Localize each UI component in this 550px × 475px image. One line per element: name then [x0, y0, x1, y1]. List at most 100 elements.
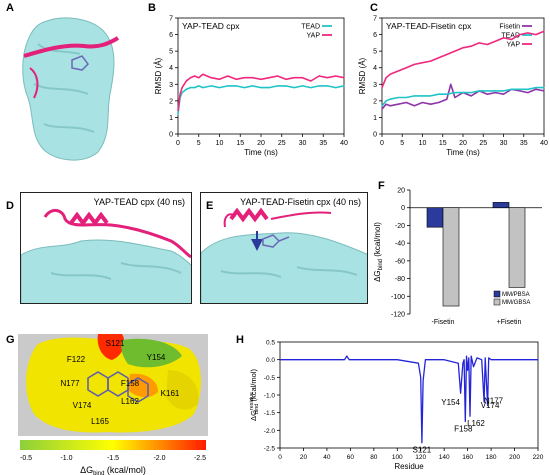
- data-point: [430, 60, 432, 62]
- data-point: [438, 101, 440, 104]
- data-point: [405, 67, 407, 69]
- x-tick-label: 5: [197, 140, 201, 147]
- data-point: [293, 77, 295, 79]
- data-point: [413, 105, 415, 107]
- panel-a-structure-image: [22, 17, 120, 161]
- data-point: [421, 95, 424, 97]
- annotation-y154: Y154: [441, 398, 460, 407]
- data-point: [202, 73, 204, 75]
- data-point: [454, 50, 456, 52]
- chart-f-binding-energy: 20 0 -20 -40 -60 -80 -100 -120 ΔGbind (kcal/mol)…: [373, 188, 542, 326]
- colorbar-tick-label: -1.5: [107, 455, 119, 462]
- x-tick-label: 35: [319, 140, 327, 147]
- data-point: [293, 87, 295, 89]
- y-tick-label: 4: [169, 65, 173, 72]
- series-line-residue-energy: [280, 355, 538, 444]
- x-tick-label: 15: [236, 140, 244, 147]
- data-point: [397, 103, 399, 105]
- residue-label-l162: L162: [121, 397, 139, 406]
- data-point: [179, 93, 181, 95]
- data-point: [421, 101, 424, 104]
- x-tick-label: 30: [500, 140, 508, 147]
- data-point: [389, 98, 391, 100]
- y-tick-label: 0: [373, 132, 377, 139]
- residue-label-f158: F158: [121, 379, 140, 388]
- data-point: [543, 90, 545, 92]
- data-point: [343, 85, 345, 87]
- x-axis-label: Time (ns): [244, 148, 278, 157]
- data-point: [535, 87, 537, 89]
- data-point: [478, 42, 480, 44]
- data-point: [285, 85, 287, 87]
- data-point: [343, 77, 345, 79]
- data-point: [438, 57, 440, 59]
- data-point: [519, 88, 521, 90]
- panel-label-g: G: [6, 334, 15, 346]
- y-tick-label: 2: [373, 98, 377, 105]
- y-axis-label: ΔGbind (kcal/mol): [373, 222, 384, 282]
- y-tick-label: -0.5: [264, 375, 276, 382]
- x-tick-label: 220: [533, 454, 544, 461]
- residue-label-y154: Y154: [147, 353, 166, 362]
- y-axis-label: RMSD (Å): [154, 57, 163, 94]
- panel-d-structure: YAP-TEAD cpx (40 ns): [20, 192, 192, 304]
- x-tick-label: 5: [400, 140, 404, 147]
- panel-label-a: A: [6, 2, 14, 14]
- y-tick-label: -100: [391, 294, 405, 301]
- y-tick-label: -2.5: [264, 446, 276, 453]
- colorbar-tick-label: -2.0: [153, 455, 165, 462]
- chart-title: YAP-TEAD cpx: [182, 21, 240, 31]
- x-tick-label: 200: [509, 454, 520, 461]
- colorbar-tick-label: -0.5: [20, 455, 32, 462]
- data-point: [470, 45, 472, 47]
- residue-label-n177: N177: [60, 379, 80, 388]
- legend-entry: YAP: [307, 33, 321, 40]
- data-point: [198, 85, 200, 87]
- data-point: [519, 33, 521, 36]
- data-point: [335, 87, 337, 89]
- panel-label-d: D: [6, 200, 14, 212]
- data-point: [235, 78, 237, 80]
- data-point: [494, 91, 496, 94]
- data-point: [260, 78, 262, 80]
- panel-e-structure-image: [201, 207, 367, 303]
- g-surface-red: [97, 334, 125, 360]
- panel-label-b: B: [148, 2, 156, 14]
- data-point: [252, 85, 254, 87]
- data-point: [202, 87, 204, 89]
- residue-label-s121: S121: [106, 339, 125, 348]
- data-point: [218, 78, 221, 80]
- data-point: [252, 77, 254, 79]
- y-tick-label: 5: [373, 49, 377, 56]
- data-point: [381, 105, 383, 107]
- data-point: [405, 96, 407, 99]
- data-point: [381, 87, 383, 89]
- x-tick-label: 0: [278, 454, 282, 461]
- data-point: [227, 75, 229, 77]
- y-tick-label: -60: [395, 258, 405, 265]
- data-point: [177, 110, 179, 112]
- data-point: [486, 90, 488, 92]
- series-line-yap: [381, 30, 545, 88]
- category-label: +Fisetin: [497, 319, 522, 326]
- data-point: [470, 91, 472, 94]
- x-tick-label: 160: [462, 454, 473, 461]
- data-point: [494, 90, 496, 92]
- panel-label-f: F: [378, 180, 385, 192]
- y-axis-label: RMSD (Å): [358, 57, 367, 94]
- plot-frame: [279, 341, 539, 449]
- x-tick-label: 30: [299, 140, 307, 147]
- data-point: [535, 88, 537, 90]
- data-point: [235, 85, 237, 87]
- data-point: [450, 83, 452, 85]
- data-point: [454, 96, 456, 99]
- bar: [426, 207, 444, 228]
- data-point: [335, 75, 337, 77]
- legend-entry: YAP: [507, 42, 521, 49]
- legend-entry: MM/GBSA: [502, 300, 530, 306]
- x-tick-label: 10: [216, 140, 224, 147]
- panel-g-binding-site-map: S121 Y154 F122 N177 F158 V174 L162 K161 L165 -0.…: [18, 334, 208, 475]
- data-point: [326, 85, 328, 87]
- data-point: [430, 95, 432, 97]
- y-tick-label: -80: [395, 276, 405, 283]
